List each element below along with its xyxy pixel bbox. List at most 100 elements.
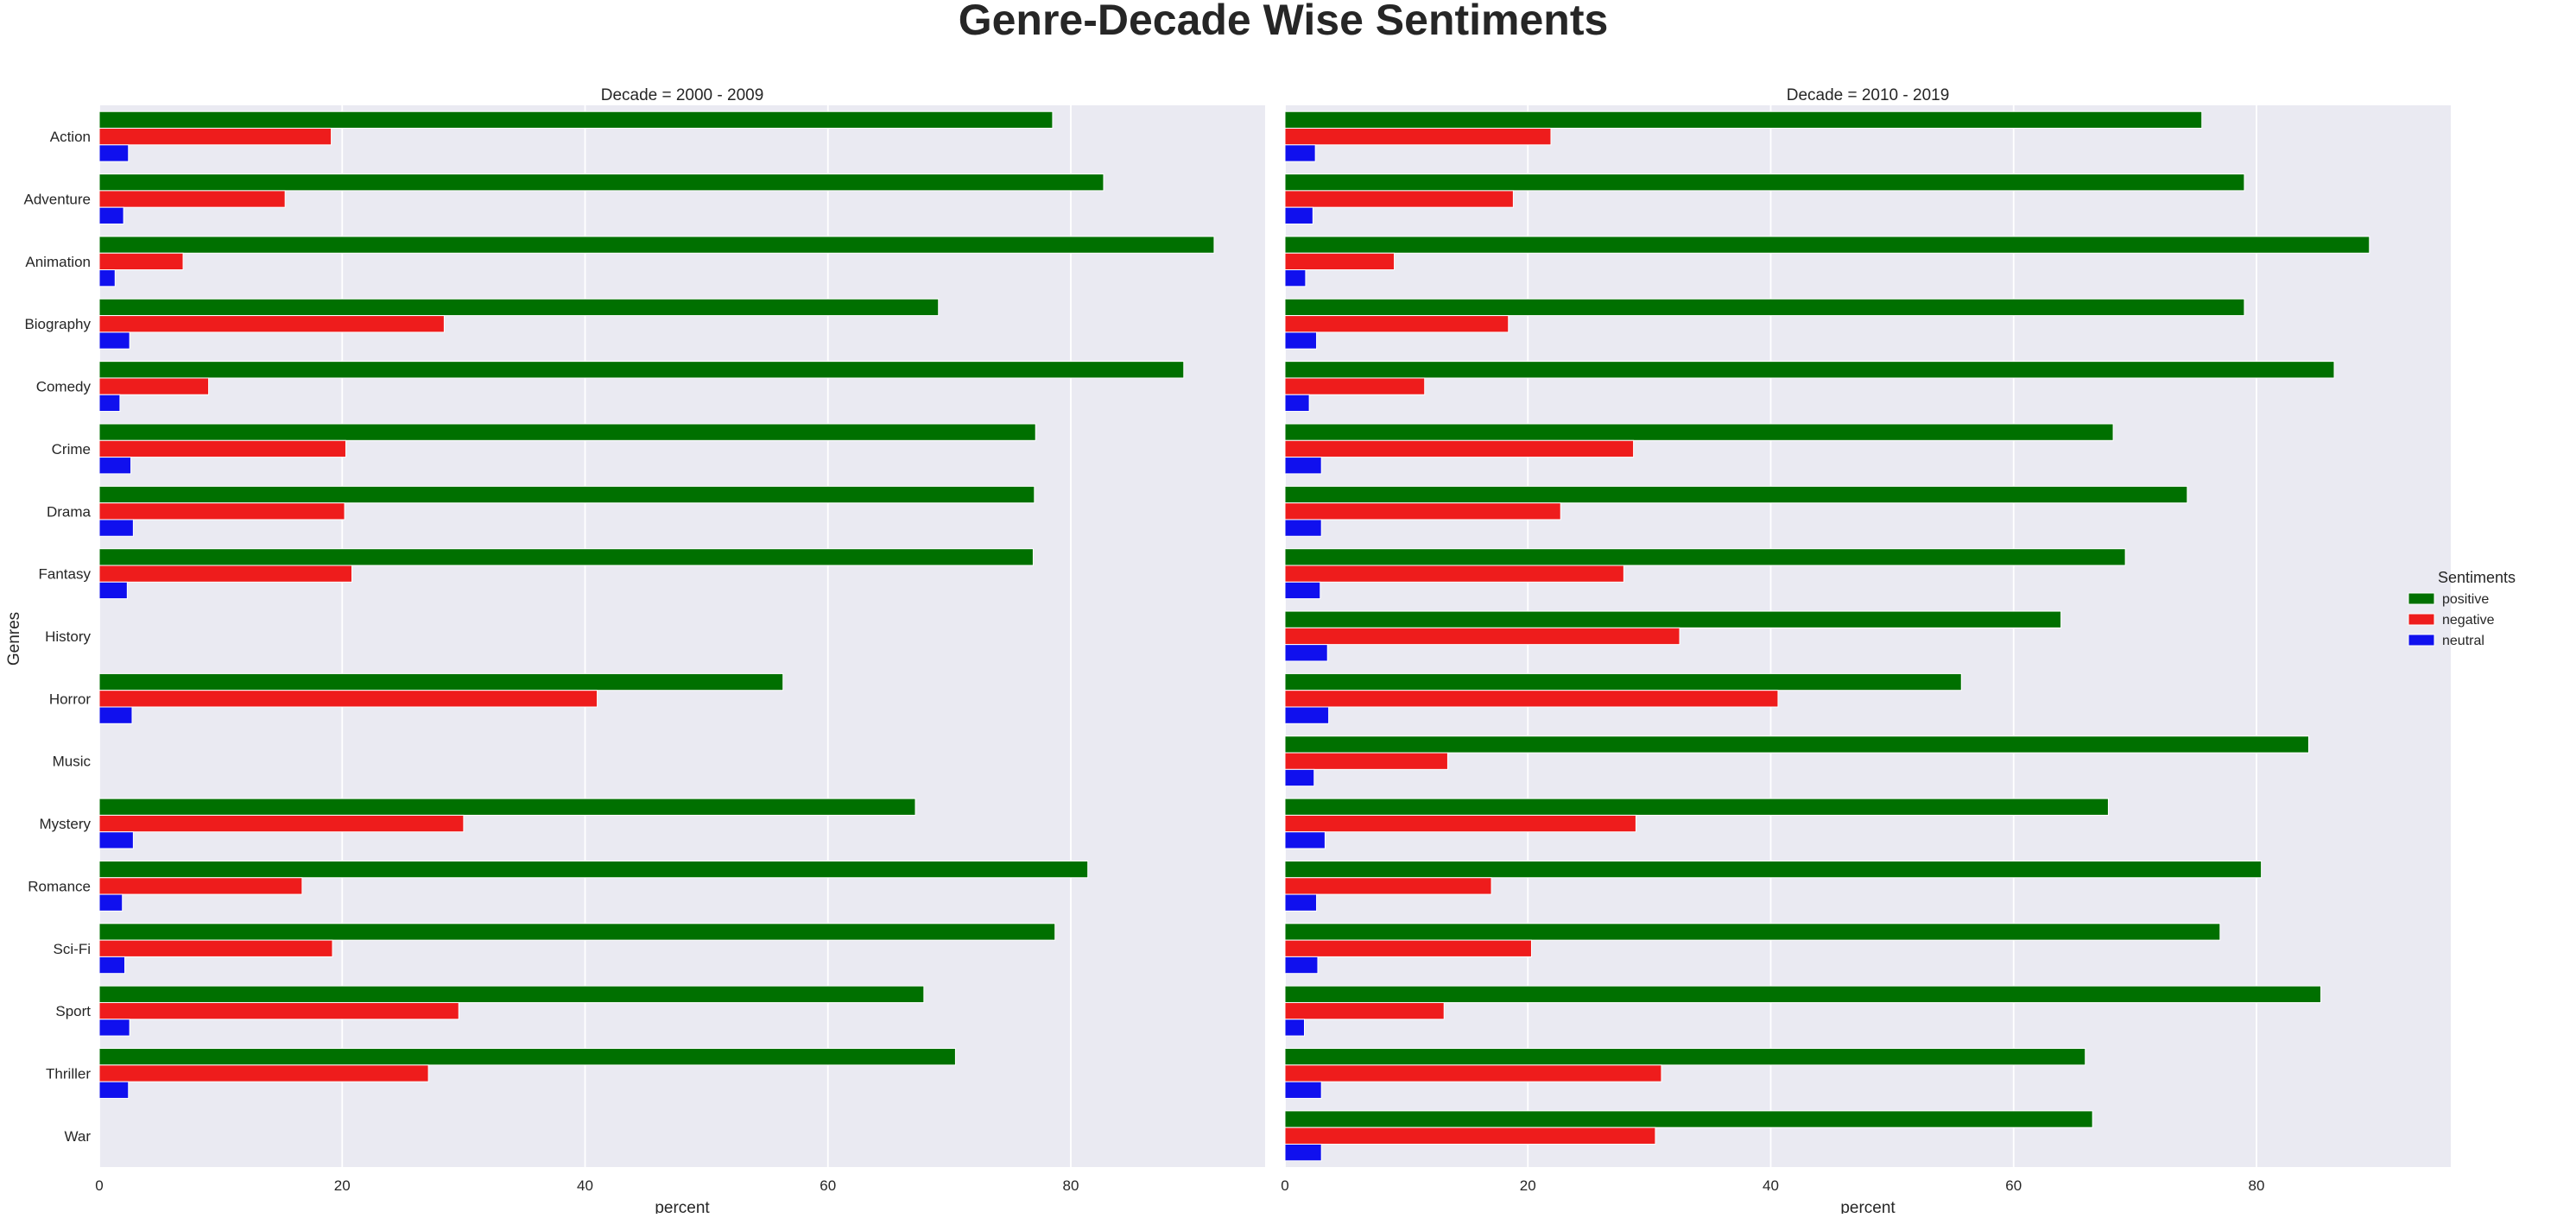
panel-title: Decade = 2000 - 2009 <box>601 86 764 104</box>
bar-neutral-war <box>1284 1143 1322 1162</box>
bar-negative-war <box>1284 1126 1656 1145</box>
bar-neutral-horror <box>98 706 133 724</box>
y-tick-label: Sport <box>55 1003 91 1019</box>
bar-positive-comedy <box>98 361 1185 379</box>
bar-negative-comedy <box>1284 377 1426 395</box>
legend-title: Sentiments <box>2438 569 2516 586</box>
legend-label-negative: negative <box>2442 613 2495 628</box>
bar-negative-animation <box>1284 252 1396 271</box>
x-tick-label: 80 <box>1063 1177 1079 1194</box>
bar-positive-fantasy <box>1284 548 2126 566</box>
bar-neutral-action <box>1284 144 1316 162</box>
bar-neutral-history <box>1284 644 1328 662</box>
y-tick-label: Horror <box>49 691 92 707</box>
bar-neutral-crime <box>98 457 132 475</box>
y-tick-label: Drama <box>47 503 92 520</box>
bar-negative-biography <box>98 315 445 333</box>
bar-neutral-comedy <box>98 394 121 413</box>
y-tick-label: Romance <box>28 878 91 894</box>
y-tick-label: War <box>64 1128 91 1145</box>
x-tick-label: 20 <box>334 1177 351 1194</box>
bar-negative-drama <box>98 502 345 521</box>
bar-negative-horror <box>1284 690 1779 708</box>
bar-neutral-animation <box>1284 269 1307 287</box>
bar-positive-sport <box>1284 985 2322 1003</box>
bar-positive-drama <box>1284 485 2188 504</box>
panels: Decade = 2000 - 2009 0 20 40 60 80 percent Acti… <box>24 86 2451 1217</box>
bar-negative-history <box>1284 627 1680 646</box>
bar-negative-horror <box>98 690 598 708</box>
bar-negative-sci-fi <box>98 939 333 957</box>
bar-positive-crime <box>1284 423 2114 441</box>
x-tick-label: 20 <box>1520 1177 1536 1194</box>
bar-positive-mystery <box>1284 798 2109 816</box>
bar-neutral-thriller <box>98 1081 130 1099</box>
bar-positive-animation <box>98 236 1215 254</box>
legend-label-positive: positive <box>2442 592 2489 607</box>
y-tick-label: Animation <box>25 254 91 270</box>
bar-positive-biography <box>98 298 940 317</box>
x-tick-label: 60 <box>2005 1177 2022 1194</box>
bar-neutral-romance <box>1284 893 1318 912</box>
y-tick-label: Comedy <box>36 379 92 395</box>
bar-negative-crime <box>98 439 346 458</box>
x-tick-label: 40 <box>577 1177 593 1194</box>
bar-neutral-adventure <box>1284 206 1313 224</box>
x-tick-label: 0 <box>1281 1177 1288 1194</box>
y-tick-label: History <box>45 628 91 645</box>
bar-negative-action <box>1284 128 1552 146</box>
x-tick-label: 40 <box>1763 1177 1779 1194</box>
y-tick-label: Sci-Fi <box>54 941 91 957</box>
bar-positive-war <box>1284 1110 2093 1128</box>
bar-neutral-horror <box>1284 706 1330 724</box>
bar-neutral-sci-fi <box>1284 956 1319 975</box>
bar-negative-thriller <box>1284 1064 1662 1082</box>
bar-positive-thriller <box>1284 1048 2086 1066</box>
bar-neutral-action <box>98 144 130 162</box>
bar-negative-action <box>98 128 332 146</box>
bar-neutral-crime <box>1284 457 1322 475</box>
bar-positive-sci-fi <box>98 923 1056 941</box>
legend: Sentiments positive negative neutral <box>2408 569 2516 648</box>
bar-negative-biography <box>1284 315 1510 333</box>
bar-positive-romance <box>98 860 1089 879</box>
bar-negative-music <box>1284 752 1448 770</box>
bar-negative-sci-fi <box>1284 939 1532 957</box>
bar-neutral-adventure <box>98 206 124 224</box>
bar-positive-adventure <box>98 174 1104 192</box>
bar-positive-thriller <box>98 1048 956 1066</box>
bar-positive-horror <box>1284 672 1962 691</box>
x-tick-label: 80 <box>2249 1177 2265 1194</box>
bar-negative-sport <box>1284 1001 1445 1020</box>
bar-positive-crime <box>98 423 1036 441</box>
bar-neutral-romance <box>98 893 123 912</box>
bar-negative-mystery <box>98 814 465 833</box>
legend-label-neutral: neutral <box>2442 634 2484 648</box>
bar-negative-fantasy <box>1284 565 1624 583</box>
bar-positive-history <box>1284 610 2062 628</box>
bar-positive-action <box>1284 110 2203 129</box>
y-tick-label: Thriller <box>46 1065 91 1082</box>
bar-negative-drama <box>1284 502 1561 521</box>
bar-negative-crime <box>1284 439 1635 458</box>
bar-negative-thriller <box>98 1064 429 1082</box>
y-axis-label: Genres <box>5 612 23 666</box>
bar-neutral-fantasy <box>98 581 128 600</box>
bar-positive-sci-fi <box>1284 923 2221 941</box>
x-tick-label: 0 <box>95 1177 103 1194</box>
bar-positive-romance <box>1284 860 2263 879</box>
y-tick-label: Action <box>50 129 91 145</box>
x-axis-label: percent <box>655 1199 710 1214</box>
legend-items: positive negative neutral <box>2408 592 2495 648</box>
bar-neutral-biography <box>1284 331 1318 350</box>
bar-negative-sport <box>98 1001 459 1020</box>
bar-neutral-fantasy <box>1284 581 1321 600</box>
bar-negative-comedy <box>98 377 210 395</box>
y-tick-label: Adventure <box>24 192 92 208</box>
bar-positive-music <box>1284 735 2309 754</box>
bar-positive-mystery <box>98 798 916 816</box>
y-tick-label: Music <box>53 754 92 770</box>
bar-positive-sport <box>98 985 925 1003</box>
